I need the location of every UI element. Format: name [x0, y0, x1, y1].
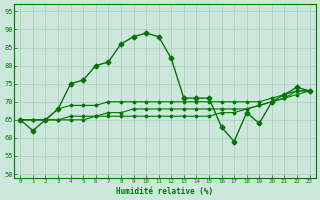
X-axis label: Humidité relative (%): Humidité relative (%) [116, 187, 213, 196]
